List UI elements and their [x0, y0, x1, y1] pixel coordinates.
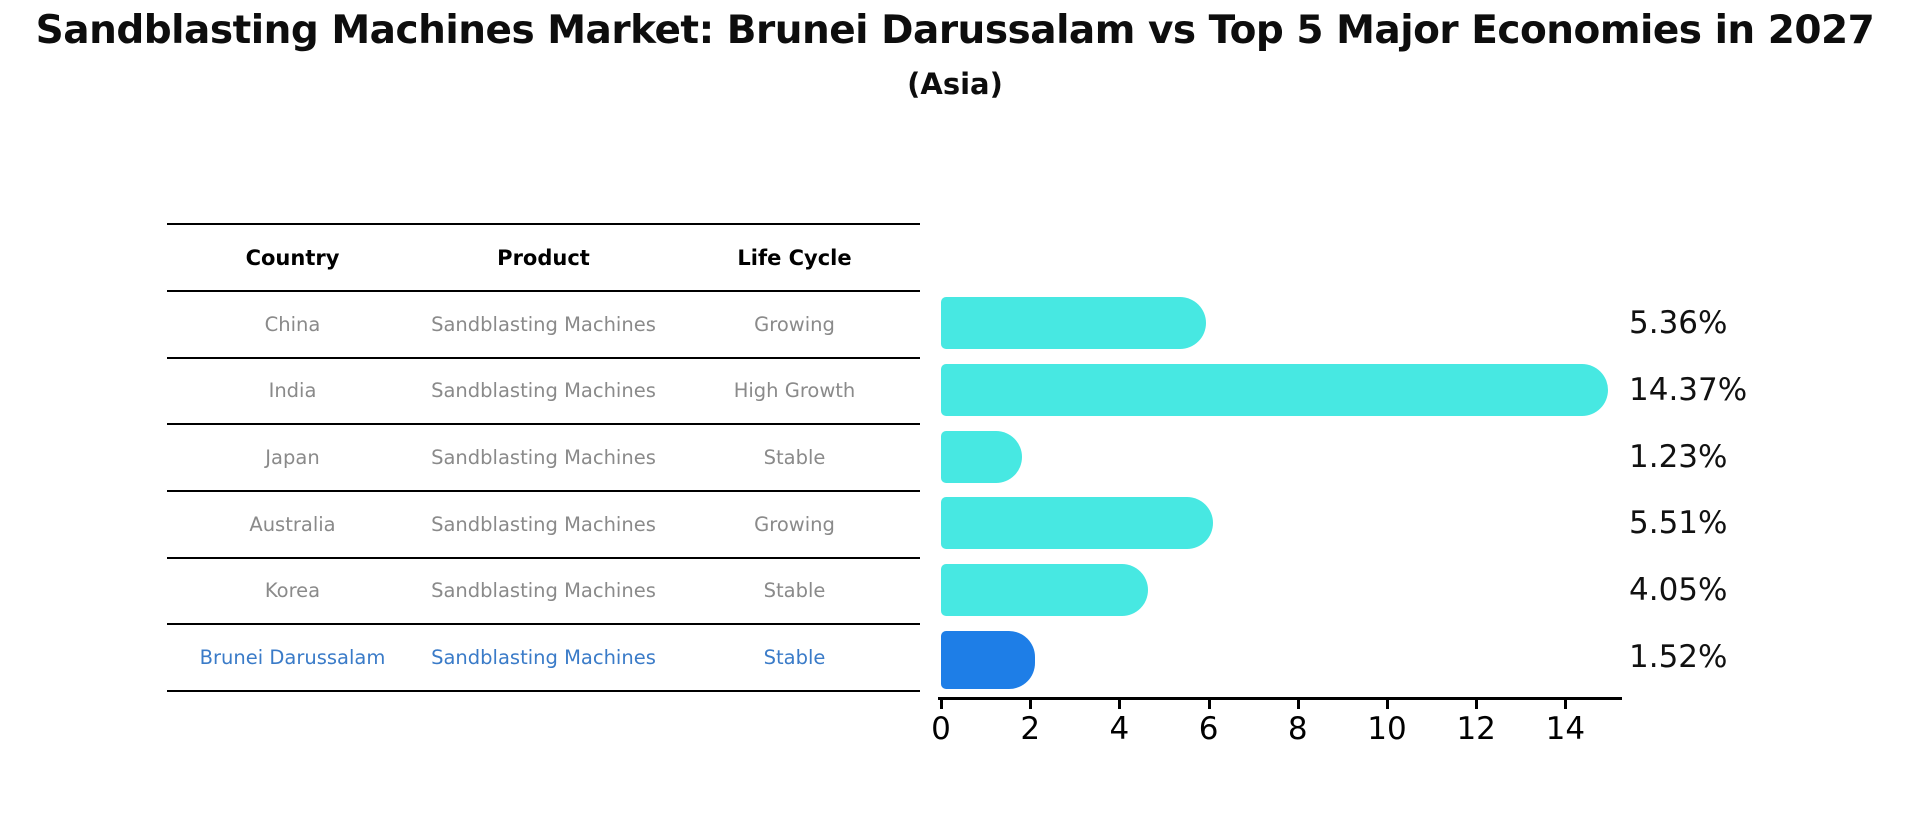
chart-subtitle: (Asia) — [907, 67, 1003, 101]
column-header-country: Country — [245, 245, 340, 270]
x-axis-tick-label-6: 6 — [1198, 711, 1219, 747]
table-header-row: Country Product Life Cycle — [167, 223, 920, 292]
x-axis-tick-label-14: 14 — [1545, 711, 1586, 747]
x-axis-tick-label-8: 8 — [1287, 711, 1308, 747]
bar-australia — [941, 497, 1213, 550]
table-row-korea: Korea Sandblasting Machines Stable — [167, 559, 920, 626]
product-cell: Sandblasting Machines — [431, 512, 656, 536]
bar-china — [941, 297, 1207, 350]
bar-chart: 5.36% 14.37% 1.23% 5.51% 4.05% 1.52% 0 2 4 6 8 10 12… — [931, 290, 1747, 770]
product-cell: Sandblasting Machines — [431, 579, 656, 603]
x-axis-tick-8 — [1296, 700, 1300, 709]
bar-japan — [941, 430, 1022, 483]
life-cycle-cell: Growing — [754, 512, 835, 536]
value-label-japan: 1.23% — [1629, 438, 1728, 475]
country-cell: Brunei Darussalam — [199, 646, 386, 670]
value-label-china: 5.36% — [1629, 305, 1728, 342]
value-label-brunei-darussalam: 1.52% — [1629, 638, 1728, 675]
life-cycle-cell: Growing — [754, 312, 835, 336]
bar-india — [941, 364, 1608, 416]
x-axis-line — [938, 697, 1622, 700]
product-cell: Sandblasting Machines — [431, 312, 656, 336]
product-cell: Sandblasting Machines — [431, 646, 656, 670]
life-cycle-cell: Stable — [763, 646, 826, 670]
chart-header: Sandblasting Machines Market: Brunei Dar… — [0, 0, 1910, 101]
x-axis-tick-label-4: 4 — [1109, 711, 1130, 747]
table-row-india: India Sandblasting Machines High Growth — [167, 359, 920, 426]
x-axis-tick-10 — [1386, 700, 1389, 709]
country-cell: Japan — [265, 446, 320, 470]
value-label-australia: 5.51% — [1629, 505, 1728, 542]
column-header-product: Product — [497, 245, 590, 270]
country-cell: Australia — [249, 512, 336, 536]
x-axis-tick-14 — [1564, 700, 1568, 709]
table-row-australia: Australia Sandblasting Machines Growing — [167, 492, 920, 559]
life-cycle-cell: Stable — [763, 446, 826, 470]
table-row-japan: Japan Sandblasting Machines Stable — [167, 425, 920, 492]
country-cell: India — [268, 379, 317, 403]
x-axis-tick-4 — [1118, 700, 1122, 709]
value-label-india: 14.37% — [1629, 371, 1748, 408]
x-axis-tick-0 — [940, 700, 943, 709]
life-cycle-cell: High Growth — [733, 379, 856, 403]
x-axis-tick-2 — [1029, 700, 1033, 709]
x-axis-tick-label-2: 2 — [1020, 711, 1041, 747]
table-row-brunei-darussalam: Brunei Darussalam Sandblasting Machines St… — [167, 625, 920, 692]
x-axis-tick-label-12: 12 — [1456, 711, 1496, 747]
comparison-table: Country Product Life Cycle China Sandblasti… — [167, 223, 920, 692]
country-cell: Korea — [264, 579, 321, 603]
bar-brunei-darussalam — [941, 630, 1035, 689]
x-axis-tick-6 — [1207, 700, 1211, 709]
x-axis-tick-label-0: 0 — [931, 711, 951, 747]
chart-title: Sandblasting Machines Market: Brunei Dar… — [35, 8, 1875, 53]
product-cell: Sandblasting Machines — [431, 379, 656, 403]
table-row-china: China Sandblasting Machines Growing — [167, 292, 920, 359]
column-header-life-cycle: Life Cycle — [737, 245, 852, 270]
product-cell: Sandblasting Machines — [431, 446, 656, 470]
life-cycle-cell: Stable — [763, 579, 826, 603]
value-label-korea: 4.05% — [1629, 571, 1728, 608]
country-cell: China — [264, 312, 321, 336]
bar-korea — [941, 564, 1148, 616]
table-body: China Sandblasting Machines Growing India Sa… — [167, 292, 920, 692]
x-axis-tick-label-10: 10 — [1367, 711, 1407, 747]
x-axis-tick-12 — [1475, 700, 1479, 709]
